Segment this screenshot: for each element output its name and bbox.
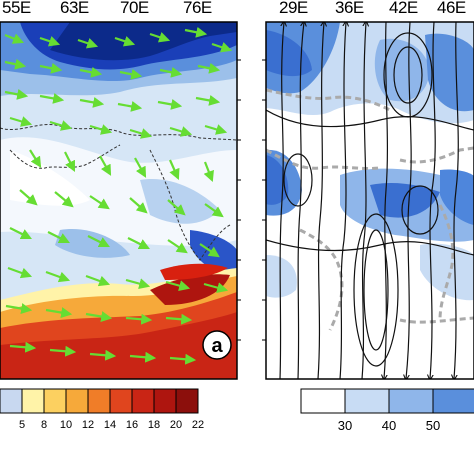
- shade-mid-right: [440, 169, 474, 225]
- lon-label-76e: 76E: [183, 0, 212, 17]
- left-colorbar-tick: 22: [192, 419, 204, 431]
- left-colorbar-swatch: [0, 388, 23, 414]
- left-colorbar-tick: 20: [170, 419, 182, 431]
- left-map-ticks: [237, 59, 241, 341]
- right-colorbar-swatch: [432, 388, 474, 414]
- left-colorbar-swatch: [109, 388, 133, 414]
- right-colorbar-swatch: [388, 388, 434, 414]
- right-colorbar-tick: 30: [338, 418, 352, 433]
- right-colorbar: 3040506: [300, 388, 474, 433]
- left-colorbar-swatch: [21, 388, 45, 414]
- shading-red-top: [160, 263, 228, 280]
- left-colorbar-tick: 18: [148, 419, 160, 431]
- right-colorbar-swatch: [300, 388, 346, 414]
- panel-label-a: a: [211, 335, 223, 357]
- right-colorbar-swatch: [344, 388, 390, 414]
- coastline-peninsula: [149, 149, 231, 261]
- left-colorbar-swatch: [153, 388, 177, 414]
- right-map-frame: [265, 21, 474, 380]
- left-colorbar-tick: 14: [104, 419, 116, 431]
- left-colorbar-swatch: [65, 388, 89, 414]
- shade-low-right: [420, 243, 474, 301]
- left-colorbar-tick: 5: [19, 419, 25, 431]
- left-colorbar-swatch: [175, 388, 199, 414]
- lon-label-46e: 46E: [437, 0, 466, 17]
- panel-label-circle: [202, 330, 232, 360]
- streamlines: [266, 22, 474, 379]
- lon-label-63e: 63E: [60, 0, 89, 17]
- shading-white-patch: [10, 150, 90, 206]
- left-colorbar: 5 8 10 12 14 16 18 20 22: [0, 388, 204, 431]
- left-colorbar-tick: 16: [126, 419, 138, 431]
- shading-patch-1: [140, 179, 220, 224]
- lon-label-42e: 42E: [389, 0, 418, 17]
- shading-red-dark: [0, 312, 237, 379]
- left-colorbar-tick: 12: [82, 419, 94, 431]
- coastline-gulf: [9, 144, 121, 169]
- border-lines: [266, 88, 474, 331]
- shading-patch-2: [55, 229, 130, 258]
- left-map-panel: [0, 22, 237, 379]
- left-map-frame: [0, 21, 238, 380]
- lon-label-70e: 70E: [120, 0, 149, 17]
- shade-mid-core: [370, 182, 440, 218]
- right-colorbar-tick: 40: [382, 418, 396, 433]
- lon-label-29e: 29E: [279, 0, 308, 17]
- left-colorbar-swatch: [131, 388, 155, 414]
- lon-label-36e: 36E: [335, 0, 364, 17]
- right-colorbar-tick: 50: [426, 418, 440, 433]
- coastline-north: [0, 124, 237, 141]
- wind-vectors: [4, 26, 233, 365]
- left-colorbar-swatch: [87, 388, 111, 414]
- shade-top-right: [425, 33, 474, 112]
- lon-label-55e: 55E: [2, 0, 31, 17]
- shade-low-left: [266, 255, 297, 298]
- shade-top-center: [374, 38, 430, 102]
- right-map-ticks: [262, 59, 266, 341]
- left-colorbar-tick: 10: [60, 419, 72, 431]
- left-colorbar-tick: 8: [41, 419, 47, 431]
- left-colorbar-swatch: [43, 388, 67, 414]
- right-map-panel: [266, 22, 474, 379]
